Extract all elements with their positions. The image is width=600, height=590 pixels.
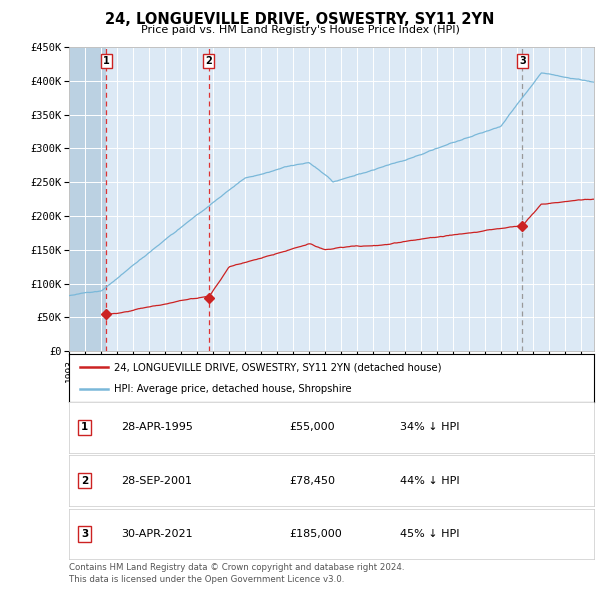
Text: 28-SEP-2001: 28-SEP-2001 [121, 476, 193, 486]
Text: £185,000: £185,000 [290, 529, 342, 539]
Text: HPI: Average price, detached house, Shropshire: HPI: Average price, detached house, Shro… [113, 384, 351, 394]
Text: 44% ↓ HPI: 44% ↓ HPI [400, 476, 460, 486]
Text: 24, LONGUEVILLE DRIVE, OSWESTRY, SY11 2YN: 24, LONGUEVILLE DRIVE, OSWESTRY, SY11 2Y… [106, 12, 494, 27]
Text: 34% ↓ HPI: 34% ↓ HPI [400, 422, 459, 432]
Text: £78,450: £78,450 [290, 476, 335, 486]
Text: 45% ↓ HPI: 45% ↓ HPI [400, 529, 459, 539]
Text: 1: 1 [103, 56, 110, 66]
Text: 28-APR-1995: 28-APR-1995 [121, 422, 193, 432]
Text: 1: 1 [81, 422, 88, 432]
Text: 2: 2 [81, 476, 88, 486]
Bar [69, 47, 106, 351]
Text: £55,000: £55,000 [290, 422, 335, 432]
Text: Price paid vs. HM Land Registry's House Price Index (HPI): Price paid vs. HM Land Registry's House … [140, 25, 460, 35]
Text: 2: 2 [206, 56, 212, 66]
Text: 24, LONGUEVILLE DRIVE, OSWESTRY, SY11 2YN (detached house): 24, LONGUEVILLE DRIVE, OSWESTRY, SY11 2Y… [113, 362, 441, 372]
Text: 3: 3 [519, 56, 526, 66]
Text: Contains HM Land Registry data © Crown copyright and database right 2024.
This d: Contains HM Land Registry data © Crown c… [69, 563, 404, 584]
Text: 30-APR-2021: 30-APR-2021 [121, 529, 193, 539]
Text: 3: 3 [81, 529, 88, 539]
